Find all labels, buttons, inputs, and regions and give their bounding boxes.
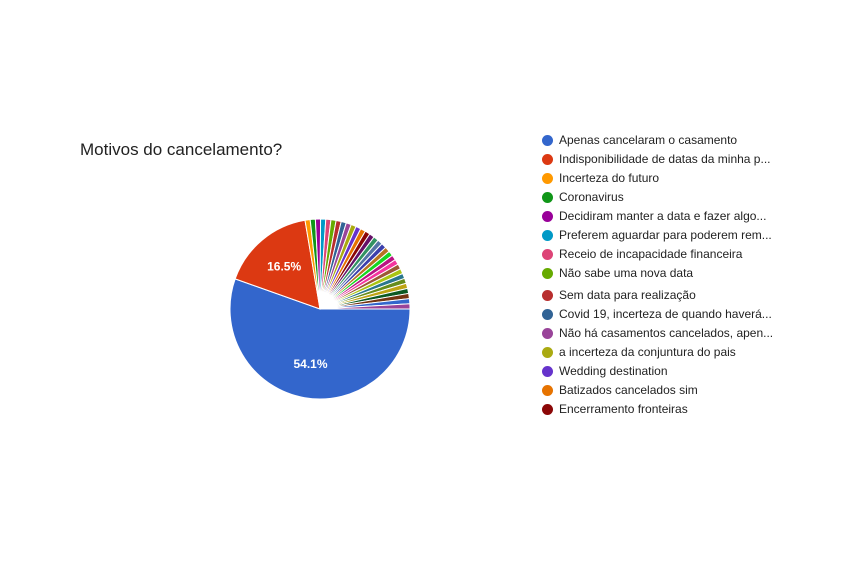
- legend-color-dot: [542, 384, 553, 396]
- legend-item[interactable]: Wedding destination: [542, 362, 668, 380]
- legend-item[interactable]: Coronavirus: [542, 188, 624, 206]
- legend-color-dot: [542, 210, 553, 222]
- legend-color-dot: [542, 229, 553, 241]
- legend-label: Não sabe uma nova data: [559, 266, 694, 280]
- legend-item[interactable]: Batizados cancelados sim: [542, 381, 698, 399]
- legend-color-dot: [542, 365, 553, 377]
- legend-label: Encerramento fronteiras: [559, 402, 688, 416]
- legend-label: Sem data para realização: [559, 288, 696, 302]
- legend-color-dot: [542, 327, 553, 339]
- pie-slice-1[interactable]: [229, 278, 411, 400]
- legend-item[interactable]: Preferem aguardar para poderem rem...: [542, 226, 772, 244]
- legend-color-dot: [542, 267, 553, 279]
- legend-item[interactable]: Receio de incapacidade financeira: [542, 245, 742, 263]
- legend-label: Não há casamentos cancelados, apen...: [559, 326, 774, 340]
- legend-label: Indisponibilidade de datas da minha p...: [559, 152, 771, 166]
- legend-label: Apenas cancelaram o casamento: [559, 133, 738, 147]
- legend-label: a incerteza da conjuntura do pais: [559, 345, 736, 359]
- legend-label: Wedding destination: [559, 364, 668, 378]
- legend-item[interactable]: Indisponibilidade de datas da minha p...: [542, 150, 770, 168]
- legend-label: Batizados cancelados sim: [559, 383, 698, 397]
- chart-card: [62, 125, 792, 417]
- legend-color-dot: [542, 248, 553, 260]
- legend-color-dot: [542, 134, 553, 146]
- legend-color-dot: [542, 403, 553, 415]
- legend-item[interactable]: Sem data para realização: [542, 286, 696, 304]
- legend-color-dot: [542, 153, 553, 165]
- legend-item[interactable]: Encerramento fronteiras: [542, 400, 688, 418]
- legend-color-dot: [542, 191, 553, 203]
- legend-label: Receio de incapacidade financeira: [559, 247, 743, 261]
- legend-color-dot: [542, 172, 553, 184]
- legend-item[interactable]: Decidiram manter a data e fazer algo...: [542, 207, 766, 225]
- legend-label: Decidiram manter a data e fazer algo...: [559, 209, 767, 223]
- legend-color-dot: [542, 289, 553, 301]
- legend-item[interactable]: Apenas cancelaram o casamento: [542, 131, 737, 149]
- legend-label: Incerteza do futuro: [559, 171, 660, 185]
- pie-slice-2[interactable]: [234, 219, 321, 310]
- legend-color-dot: [542, 308, 553, 320]
- legend-item[interactable]: Não sabe uma nova data: [542, 264, 693, 282]
- pie-slice-32[interactable]: [319, 303, 411, 310]
- legend-item[interactable]: a incerteza da conjuntura do pais: [542, 343, 736, 361]
- slice-data-label-1: 54.1%: [294, 357, 328, 371]
- chart-title: Motivos do cancelamento?: [80, 140, 283, 159]
- legend-item[interactable]: Não há casamentos cancelados, apen...: [542, 324, 773, 342]
- legend-label: Covid 19, incerteza de quando haverá...: [559, 307, 772, 321]
- slice-data-label-2: 16.5%: [267, 259, 301, 273]
- legend-item[interactable]: Covid 19, incerteza de quando haverá...: [542, 305, 772, 323]
- legend-label: Coronavirus: [559, 190, 624, 204]
- legend-color-dot: [542, 346, 553, 358]
- legend-label: Preferem aguardar para poderem rem...: [559, 228, 772, 242]
- legend-item[interactable]: Incerteza do futuro: [542, 169, 659, 187]
